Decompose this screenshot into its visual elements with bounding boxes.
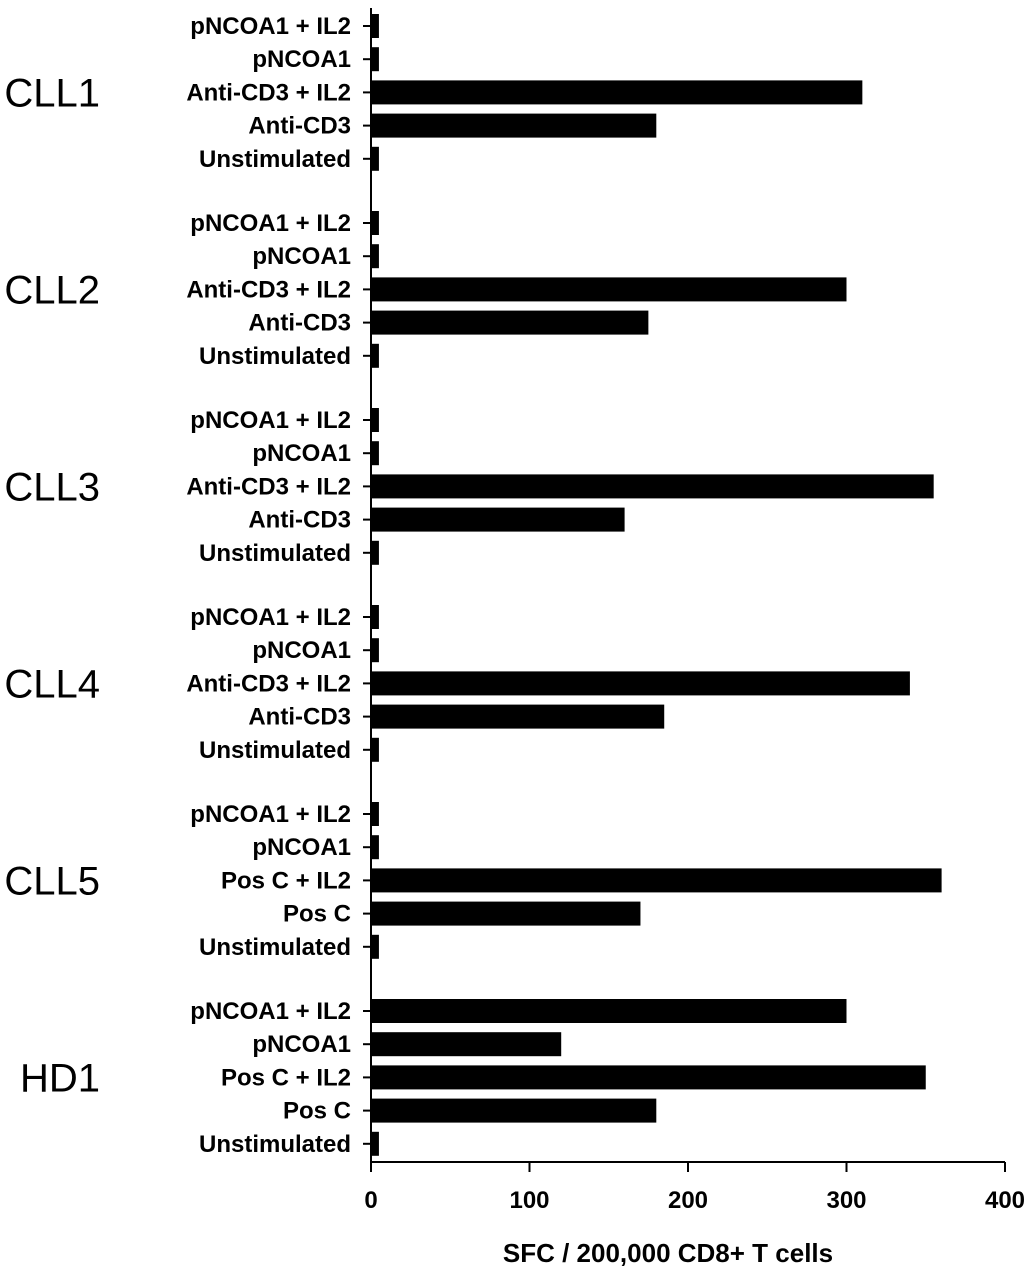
category-label: Anti-CD3 xyxy=(248,704,351,731)
x-tick-label: 300 xyxy=(826,1187,866,1214)
category-label: pNCOA1 + IL2 xyxy=(190,407,351,434)
category-label: pNCOA1 + IL2 xyxy=(190,801,351,828)
bar xyxy=(371,507,625,532)
category-label: pNCOA1 + IL2 xyxy=(190,13,351,40)
category-label: Unstimulated xyxy=(199,540,351,567)
bar xyxy=(371,277,847,302)
bar xyxy=(371,1098,657,1123)
category-label: Unstimulated xyxy=(199,1131,351,1158)
group-label: CLL5 xyxy=(4,859,100,903)
bar xyxy=(371,605,379,629)
bar xyxy=(371,1065,926,1090)
group-label: CLL2 xyxy=(4,268,100,312)
bar xyxy=(371,901,641,926)
category-label: pNCOA1 xyxy=(252,243,351,270)
category-label: pNCOA1 xyxy=(252,440,351,467)
bars-layer xyxy=(371,14,942,1156)
x-tick-label: 0 xyxy=(364,1187,377,1214)
category-label: Anti-CD3 + IL2 xyxy=(186,79,351,106)
bar xyxy=(371,80,863,105)
bar xyxy=(371,868,942,893)
category-label: pNCOA1 + IL2 xyxy=(190,604,351,631)
category-label: Unstimulated xyxy=(199,934,351,961)
bar xyxy=(371,802,379,826)
bar xyxy=(371,408,379,432)
x-tick-label: 200 xyxy=(668,1187,708,1214)
bar xyxy=(371,146,379,171)
category-label: Pos C + IL2 xyxy=(221,867,351,894)
category-label: Pos C xyxy=(283,901,351,928)
x-tick-label: 100 xyxy=(509,1187,549,1214)
axis-layer: SFC / 200,000 CD8+ T cells 0 100 200 300 400 xyxy=(363,8,1025,1268)
category-label: Anti-CD3 + IL2 xyxy=(186,473,351,500)
bar xyxy=(371,737,379,762)
group-label: HD1 xyxy=(20,1056,100,1100)
category-label: Unstimulated xyxy=(199,737,351,764)
category-label: Anti-CD3 + IL2 xyxy=(186,670,351,697)
bar xyxy=(371,1032,562,1057)
bar xyxy=(371,441,379,466)
bar xyxy=(371,704,665,729)
bar xyxy=(371,47,379,72)
category-label: Pos C + IL2 xyxy=(221,1064,351,1091)
bar xyxy=(371,934,379,959)
bar xyxy=(371,474,934,499)
category-label: Anti-CD3 xyxy=(248,310,351,337)
category-label: Anti-CD3 xyxy=(248,113,351,140)
bar xyxy=(371,343,379,368)
category-label: Unstimulated xyxy=(199,146,351,173)
bar xyxy=(371,14,379,38)
category-label: Pos C xyxy=(283,1098,351,1125)
category-label: Anti-CD3 + IL2 xyxy=(186,276,351,303)
bar xyxy=(371,835,379,860)
group-label: CLL4 xyxy=(4,662,100,706)
bar xyxy=(371,310,649,335)
category-label: pNCOA1 + IL2 xyxy=(190,210,351,237)
category-label: pNCOA1 xyxy=(252,834,351,861)
group-label: CLL1 xyxy=(4,71,100,115)
category-label: pNCOA1 + IL2 xyxy=(190,998,351,1025)
bar xyxy=(371,999,847,1023)
category-label: pNCOA1 xyxy=(252,637,351,664)
bar xyxy=(371,113,657,138)
x-axis-title: SFC / 200,000 CD8+ T cells xyxy=(503,1238,833,1268)
category-label: Unstimulated xyxy=(199,343,351,370)
group-label: CLL3 xyxy=(4,465,100,509)
category-label: Anti-CD3 xyxy=(248,507,351,534)
category-label: pNCOA1 xyxy=(252,1031,351,1058)
bar xyxy=(371,638,379,663)
bar xyxy=(371,540,379,565)
labels-layer: pNCOA1 + IL2 pNCOA1 Anti-CD3 + IL2 Anti-CD3… xyxy=(4,13,351,1158)
bar xyxy=(371,1131,379,1156)
bar xyxy=(371,211,379,235)
category-label: pNCOA1 xyxy=(252,46,351,73)
x-tick-label: 400 xyxy=(985,1187,1025,1214)
bar xyxy=(371,671,910,696)
bar xyxy=(371,244,379,269)
